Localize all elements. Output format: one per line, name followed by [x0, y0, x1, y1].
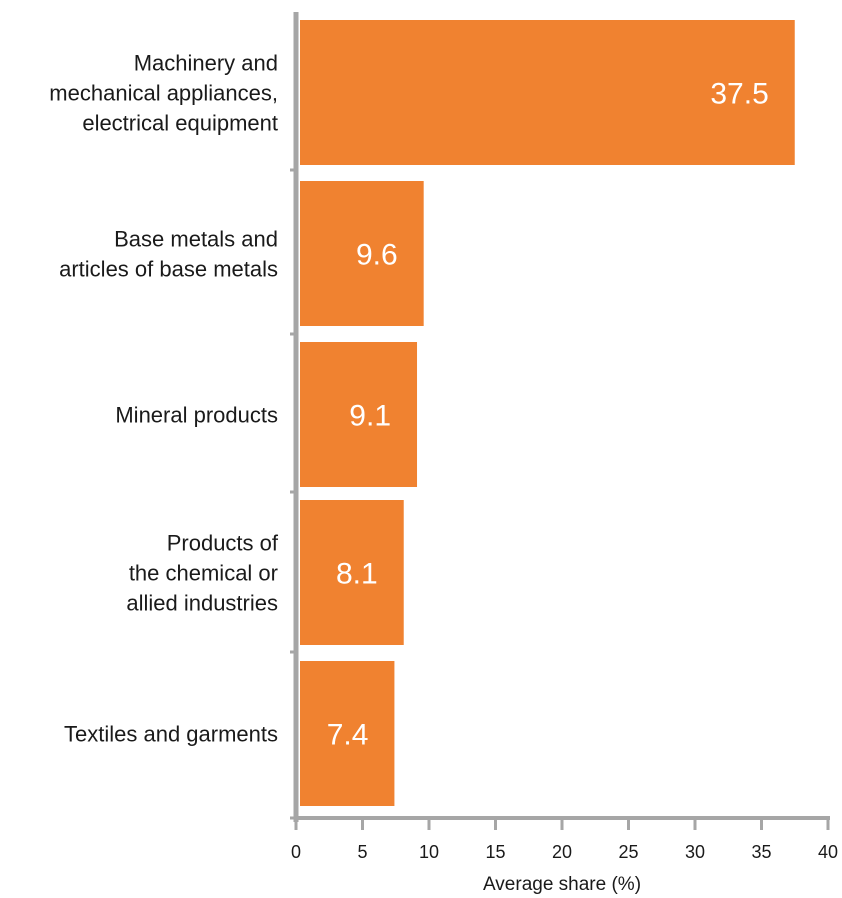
bar-2 — [300, 342, 418, 487]
x-tick-label-1: 5 — [357, 842, 367, 862]
category-label-4: Textiles and garments — [64, 722, 278, 747]
x-tick-label-7: 35 — [751, 842, 771, 862]
category-labels-group: Machinery and mechanical appliances, elect… — [49, 51, 279, 747]
category-label-0: Machinery and mechanical appliances, elect… — [49, 51, 278, 136]
x-tick-label-0: 0 — [291, 842, 301, 862]
bar-4 — [300, 661, 395, 806]
data-label-0: 37.5 — [710, 78, 768, 111]
x-tick-label-5: 25 — [618, 842, 638, 862]
data-label-3: 8.1 — [336, 558, 378, 591]
x-tick-label-4: 20 — [552, 842, 572, 862]
data-label-1: 9.6 — [356, 239, 398, 272]
bars-group — [300, 20, 795, 806]
category-label-1: Base metals and articles of base metals — [59, 227, 278, 282]
x-tick-label-2: 10 — [419, 842, 439, 862]
data-label-2: 9.1 — [349, 400, 391, 433]
x-tick-label-3: 15 — [485, 842, 505, 862]
category-label-2: Mineral products — [115, 403, 278, 428]
data-labels-group: 37.5 9.6 9.1 8.1 7.4 — [327, 78, 769, 752]
x-tick-label-8: 40 — [818, 842, 838, 862]
x-axis-title: Average share (%) — [483, 874, 641, 895]
bar-1 — [300, 181, 424, 326]
x-ticks-group: 0 5 10 15 20 25 30 35 40 — [290, 168, 838, 862]
bar-0 — [300, 20, 795, 165]
bar-3 — [300, 500, 404, 645]
data-label-4: 7.4 — [327, 719, 369, 752]
x-tick-label-6: 30 — [685, 842, 705, 862]
category-label-3: Products of the chemical or allied industr… — [126, 531, 279, 616]
